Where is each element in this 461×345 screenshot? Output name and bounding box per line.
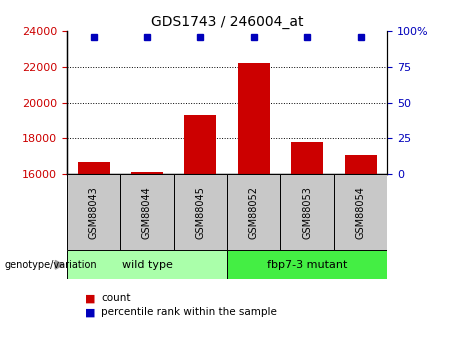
- Text: ■: ■: [85, 307, 96, 317]
- Bar: [184, 115, 216, 174]
- Bar: [291, 142, 323, 174]
- Text: percentile rank within the sample: percentile rank within the sample: [101, 307, 278, 317]
- Bar: [227, 174, 280, 250]
- Text: fbp7-3 mutant: fbp7-3 mutant: [267, 260, 347, 270]
- Text: GSM88053: GSM88053: [302, 186, 312, 239]
- Bar: [131, 172, 163, 174]
- Bar: [334, 174, 387, 250]
- Title: GDS1743 / 246004_at: GDS1743 / 246004_at: [151, 14, 303, 29]
- Text: GSM88044: GSM88044: [142, 186, 152, 238]
- Text: genotype/variation: genotype/variation: [5, 260, 97, 270]
- Bar: [67, 250, 227, 279]
- Bar: [120, 174, 174, 250]
- Text: GSM88045: GSM88045: [195, 186, 205, 239]
- Bar: [67, 174, 120, 250]
- Bar: [280, 174, 334, 250]
- Text: GSM88052: GSM88052: [249, 186, 259, 239]
- Text: ■: ■: [85, 294, 96, 303]
- Bar: [344, 155, 377, 174]
- Bar: [174, 174, 227, 250]
- Bar: [227, 250, 387, 279]
- Text: GSM88054: GSM88054: [355, 186, 366, 239]
- Text: count: count: [101, 294, 131, 303]
- Bar: [77, 162, 110, 174]
- Text: GSM88043: GSM88043: [89, 186, 99, 238]
- Text: wild type: wild type: [122, 260, 172, 270]
- Bar: [238, 63, 270, 174]
